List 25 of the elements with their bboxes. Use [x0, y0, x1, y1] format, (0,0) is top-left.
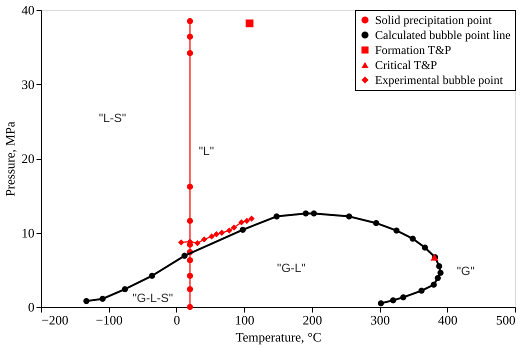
- y-tick-label: 40: [22, 2, 34, 18]
- y-tick-label: 0: [28, 300, 34, 314]
- x-tick-label: −100: [96, 312, 123, 328]
- legend-label: Critical T&P: [375, 58, 438, 72]
- x-tick-label: 0: [174, 312, 180, 328]
- annotation: "L-S": [98, 111, 126, 125]
- annotation: "G-L-S": [132, 291, 174, 305]
- x-tick-label: 300: [370, 312, 390, 328]
- x-axis-title: Temperature, °C: [236, 330, 322, 344]
- annotation: "G-L": [277, 261, 306, 275]
- legend-label: Calculated bubble point line: [375, 28, 511, 42]
- legend-label: Solid precipitation point: [375, 13, 492, 27]
- y-tick-label: 30: [22, 76, 34, 92]
- annotation: "G": [456, 264, 475, 278]
- x-tick-label: 500: [496, 312, 516, 328]
- y-axis-title: Pressure, MPa: [2, 121, 18, 197]
- annotation: "L": [198, 144, 214, 158]
- x-tick-label: 400: [438, 312, 458, 328]
- x-tick-label: 100: [234, 312, 254, 328]
- y-tick-label: 20: [22, 151, 34, 166]
- x-tick-label: 200: [302, 312, 322, 328]
- x-tick-label: −200: [42, 312, 68, 328]
- y-tick-label: 10: [22, 225, 34, 240]
- legend-label: Experimental bubble point: [375, 73, 504, 87]
- legend-label: Formation T&P: [375, 43, 452, 57]
